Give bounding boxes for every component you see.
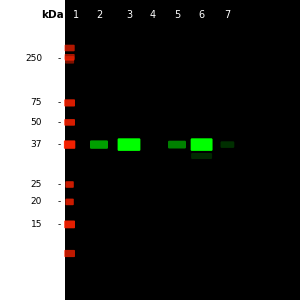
Text: 75: 75 bbox=[31, 98, 42, 107]
Text: -: - bbox=[58, 98, 61, 107]
FancyBboxPatch shape bbox=[64, 99, 75, 106]
FancyBboxPatch shape bbox=[64, 140, 75, 149]
FancyBboxPatch shape bbox=[64, 119, 75, 126]
FancyBboxPatch shape bbox=[191, 138, 213, 151]
Bar bbox=[0, 0, 64, 300]
FancyBboxPatch shape bbox=[64, 250, 75, 257]
FancyBboxPatch shape bbox=[191, 153, 212, 159]
Text: -: - bbox=[58, 220, 61, 229]
Text: 20: 20 bbox=[31, 197, 42, 206]
FancyBboxPatch shape bbox=[118, 138, 140, 151]
FancyBboxPatch shape bbox=[65, 199, 74, 205]
FancyBboxPatch shape bbox=[64, 54, 75, 60]
FancyBboxPatch shape bbox=[64, 220, 75, 228]
FancyBboxPatch shape bbox=[65, 59, 74, 64]
Text: 7: 7 bbox=[224, 11, 230, 20]
Text: 37: 37 bbox=[31, 140, 42, 149]
FancyBboxPatch shape bbox=[65, 181, 74, 188]
FancyBboxPatch shape bbox=[220, 141, 234, 148]
Text: -: - bbox=[58, 140, 61, 149]
Text: 50: 50 bbox=[31, 118, 42, 127]
Text: -: - bbox=[58, 118, 61, 127]
Text: 6: 6 bbox=[199, 11, 205, 20]
Text: -: - bbox=[58, 54, 61, 63]
Text: 250: 250 bbox=[25, 54, 42, 63]
Text: 25: 25 bbox=[31, 180, 42, 189]
FancyBboxPatch shape bbox=[65, 56, 74, 61]
Text: 5: 5 bbox=[174, 11, 180, 20]
Text: 1: 1 bbox=[74, 11, 80, 20]
Text: 4: 4 bbox=[150, 11, 156, 20]
Text: -: - bbox=[58, 180, 61, 189]
FancyBboxPatch shape bbox=[90, 140, 108, 149]
Text: 3: 3 bbox=[126, 11, 132, 20]
Text: kDa: kDa bbox=[41, 11, 64, 20]
Text: 15: 15 bbox=[31, 220, 42, 229]
Text: -: - bbox=[58, 197, 61, 206]
Text: 2: 2 bbox=[96, 11, 102, 20]
FancyBboxPatch shape bbox=[64, 45, 75, 51]
FancyBboxPatch shape bbox=[168, 141, 186, 148]
